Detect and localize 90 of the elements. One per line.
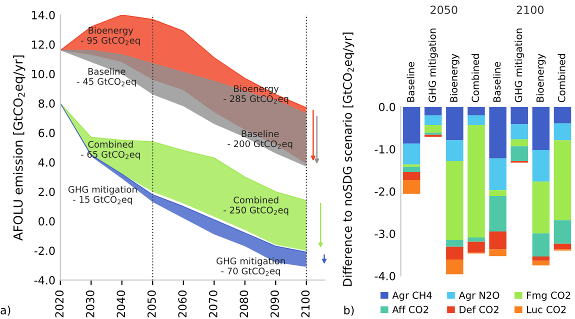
x-tick-label: 2030	[86, 290, 94, 318]
text: a)	[0, 306, 10, 316]
y-tick-label: -4.0	[374, 272, 396, 280]
x-tick-label: 2080	[240, 290, 248, 318]
y-tick-label: 0.0	[378, 102, 396, 112]
bar	[489, 196, 506, 232]
y-axis-title: AFOLU emission [GtCO$_{2}$eq/yr]	[13, 55, 26, 241]
x-tick-label: GHG mitigation	[428, 28, 438, 102]
bar	[532, 106, 550, 150]
bar	[402, 172, 420, 180]
x-tick-label: Bioenergy	[450, 54, 460, 102]
bar	[446, 259, 464, 274]
x-tick-label: 2100	[301, 290, 310, 318]
bar	[489, 249, 506, 256]
x-tick-label: Combined	[472, 54, 480, 102]
x-tick-label: Baseline	[493, 62, 501, 102]
text: 2050	[430, 6, 458, 14]
bar	[446, 140, 464, 161]
legend-label: Agr CH4	[392, 292, 432, 301]
x-tick-label: Bioenergy	[536, 54, 546, 102]
x-tick-label: 2050	[147, 290, 156, 318]
y-tick-label: -2.0	[34, 246, 55, 256]
bar	[446, 160, 464, 240]
bar	[532, 182, 550, 234]
bar	[468, 242, 485, 253]
bar	[489, 158, 506, 190]
x-tick-label: 2090	[270, 290, 279, 318]
bar	[424, 125, 442, 133]
bar	[402, 180, 420, 194]
bar	[402, 106, 420, 144]
bar	[532, 150, 550, 182]
bar	[554, 106, 572, 124]
legend-label: Luc CO2	[527, 306, 566, 314]
bar	[510, 106, 528, 124]
bar	[446, 106, 464, 140]
bar	[446, 240, 464, 247]
annotation: Bioenergy - 95 GtCO$_{2}$eq	[81, 26, 140, 46]
legend-label: Agr N2O	[458, 292, 500, 301]
bar	[510, 124, 528, 140]
bar	[468, 106, 485, 116]
y-axis-title: Difference to noSDG scenario [GtCO$_{2}$eq/yr]	[342, 32, 354, 286]
annotation: Baseline - 45 GtCO$_{2}$eq	[77, 68, 136, 87]
bar	[489, 232, 506, 250]
x-tick-label: Baseline	[406, 62, 414, 102]
y-tick-label: 2.0	[38, 188, 55, 196]
bar	[532, 260, 550, 266]
bar	[532, 233, 550, 256]
y-tick-label: 8.0	[38, 99, 55, 108]
x-tick-label: 2060	[178, 290, 187, 318]
x-tick-label: 2040	[116, 290, 126, 318]
y-tick-label: 6.0	[38, 128, 55, 138]
bar	[468, 125, 485, 238]
y-tick-label: -1.0	[374, 145, 396, 154]
bar	[510, 146, 528, 161]
annotation: GHG mitigation - 70 GtCO$_{2}$eq	[216, 257, 285, 276]
bar	[424, 106, 442, 116]
bar	[554, 123, 572, 140]
bar	[489, 190, 506, 196]
x-tick-label: 2070	[208, 290, 218, 318]
bar	[510, 139, 528, 146]
bar	[402, 164, 420, 167]
text: b)	[344, 306, 354, 316]
bar	[554, 140, 572, 220]
text: 2100	[516, 6, 544, 14]
y-tick-label: 12.0	[32, 40, 55, 49]
bar	[424, 115, 442, 126]
y-tick-label: -2.0	[374, 187, 396, 196]
y-tick-label: -4.0	[34, 276, 55, 284]
bar	[468, 115, 485, 126]
annotation: Combined - 250 GtCO$_{2}$eq	[224, 196, 288, 216]
bar	[489, 106, 506, 158]
x-tick-label: GHG mitigation	[514, 28, 524, 102]
legend-label: Fmg CO2	[527, 292, 570, 301]
bar	[554, 220, 572, 244]
y-tick-label: 10.0	[32, 70, 55, 78]
x-tick-label: 2020	[55, 290, 64, 318]
y-tick-label: 0.0	[38, 217, 55, 226]
bar	[532, 256, 550, 261]
bar	[402, 166, 420, 172]
legend-label: Aff CO2	[392, 306, 428, 314]
legend-label: Def CO2	[460, 306, 498, 314]
y-tick-label: 14.0	[32, 10, 55, 20]
annotation: GHG mitigation - 15 GtCO$_{2}$eq	[68, 186, 137, 205]
y-tick-label: 4.0	[38, 158, 55, 167]
bar	[402, 144, 420, 164]
bar	[554, 244, 572, 250]
y-tick-label: -3.0	[374, 230, 396, 238]
bar	[468, 237, 485, 242]
bar	[446, 246, 464, 260]
x-tick-label: Combined	[558, 54, 566, 102]
